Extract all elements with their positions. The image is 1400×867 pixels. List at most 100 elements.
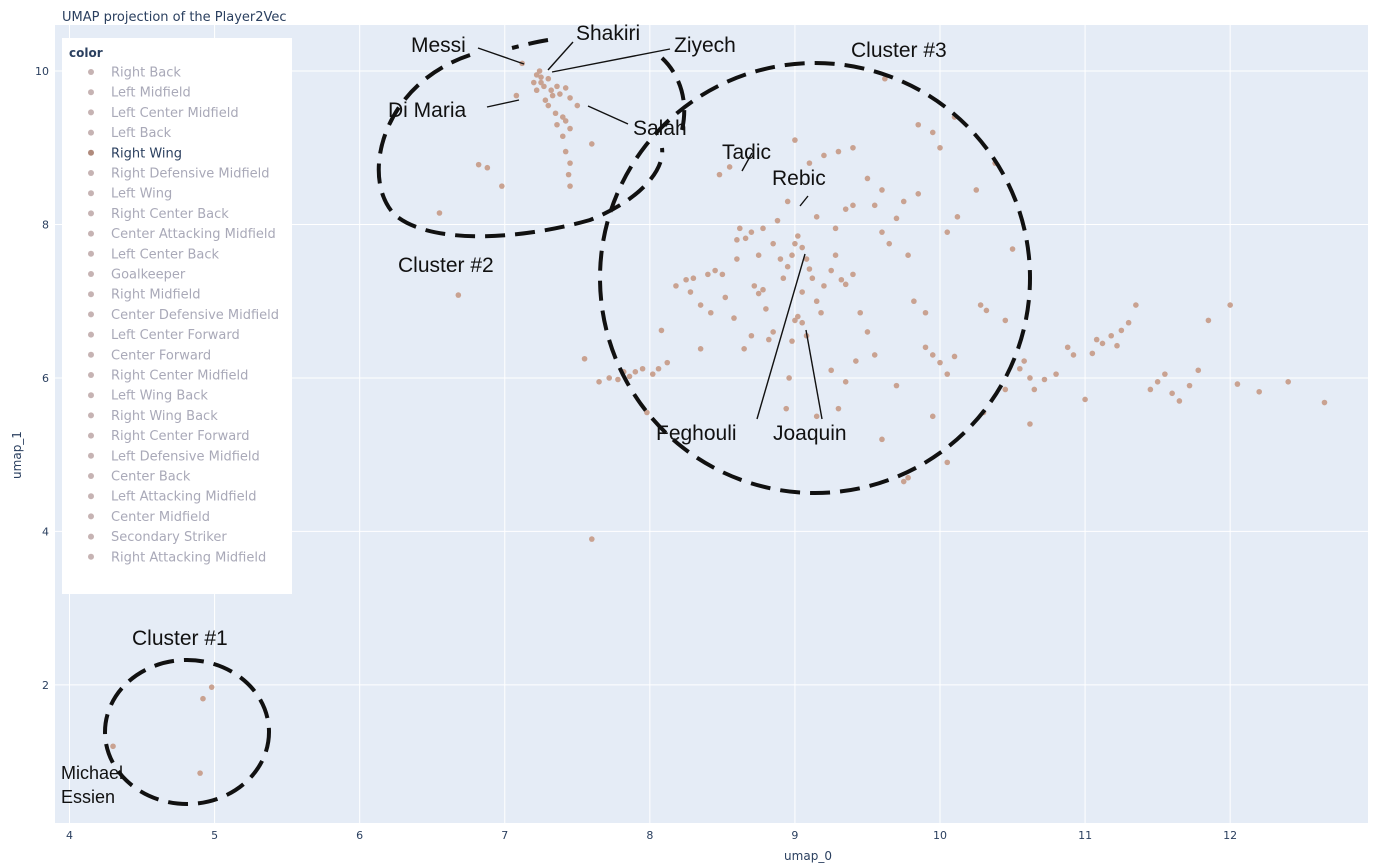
scatter-point[interactable] <box>1154 378 1161 385</box>
scatter-point[interactable] <box>1053 371 1059 377</box>
scatter-point[interactable] <box>538 74 544 80</box>
scatter-point[interactable] <box>1118 327 1125 334</box>
scatter-point[interactable] <box>559 114 566 120</box>
legend-item[interactable]: Right Attacking Midfield <box>88 550 266 565</box>
scatter-point[interactable] <box>944 459 951 466</box>
scatter-point[interactable] <box>726 164 733 170</box>
scatter-point[interactable] <box>197 770 203 776</box>
scatter-point[interactable] <box>545 75 552 82</box>
scatter-point[interactable] <box>799 319 805 326</box>
scatter-point[interactable] <box>626 373 633 380</box>
scatter-point[interactable] <box>697 302 704 308</box>
scatter-point[interactable] <box>879 229 885 235</box>
scatter-point[interactable] <box>1125 319 1132 326</box>
scatter-point[interactable] <box>562 85 569 91</box>
scatter-point[interactable] <box>548 87 554 94</box>
scatter-point[interactable] <box>664 359 671 366</box>
scatter-point[interactable] <box>879 187 885 193</box>
scatter-point[interactable] <box>581 355 588 362</box>
legend-item[interactable]: Secondary Striker <box>88 530 227 545</box>
scatter-point[interactable] <box>1002 317 1009 324</box>
scatter-point[interactable] <box>615 376 621 383</box>
scatter-point[interactable] <box>596 378 602 385</box>
scatter-point[interactable] <box>542 97 549 103</box>
scatter-point[interactable] <box>552 110 559 117</box>
scatter-point[interactable] <box>973 187 980 193</box>
scatter-point[interactable] <box>567 183 573 189</box>
scatter-point[interactable] <box>803 256 810 262</box>
scatter-point[interactable] <box>436 210 443 216</box>
scatter-point[interactable] <box>760 225 766 232</box>
scatter-point[interactable] <box>208 684 215 690</box>
scatter-point[interactable] <box>567 125 573 132</box>
legend-item[interactable]: Left Defensive Midfield <box>88 449 260 464</box>
scatter-point[interactable] <box>1064 344 1071 351</box>
scatter-point[interactable] <box>828 367 834 374</box>
scatter-point[interactable] <box>832 225 839 232</box>
scatter-point[interactable] <box>673 283 679 289</box>
scatter-point[interactable] <box>589 141 595 147</box>
scatter-point[interactable] <box>944 371 951 377</box>
scatter-point[interactable] <box>799 244 805 251</box>
scatter-point[interactable] <box>1009 246 1016 252</box>
scatter-point[interactable] <box>574 102 581 109</box>
scatter-point[interactable] <box>1082 396 1088 403</box>
scatter-point[interactable] <box>562 148 569 155</box>
scatter-point[interactable] <box>1099 340 1106 347</box>
scatter-point[interactable] <box>1162 371 1168 377</box>
scatter-point[interactable] <box>770 240 776 247</box>
scatter-point[interactable] <box>835 405 842 412</box>
scatter-point[interactable] <box>705 271 711 278</box>
scatter-point[interactable] <box>842 378 849 385</box>
scatter-point[interactable] <box>554 83 560 90</box>
scatter-point[interactable] <box>1234 381 1241 387</box>
scatter-point[interactable] <box>835 148 842 155</box>
scatter-point[interactable] <box>567 95 573 101</box>
scatter-point[interactable] <box>513 92 520 99</box>
scatter-point[interactable] <box>1017 365 1023 372</box>
scatter-point[interactable] <box>842 206 849 212</box>
scatter-point[interactable] <box>567 160 573 166</box>
legend-item[interactable]: Right Midfield <box>88 288 201 303</box>
scatter-point[interactable] <box>864 175 871 182</box>
scatter-point[interactable] <box>813 413 820 420</box>
scatter-point[interactable] <box>736 225 743 232</box>
scatter-point[interactable] <box>809 275 816 282</box>
legend-item[interactable]: Right Back <box>88 66 181 81</box>
scatter-point[interactable] <box>734 237 740 243</box>
scatter-point[interactable] <box>658 327 665 334</box>
scatter-point[interactable] <box>742 235 749 242</box>
scatter-point[interactable] <box>900 478 907 485</box>
scatter-point[interactable] <box>786 375 792 381</box>
scatter-point[interactable] <box>905 474 911 481</box>
scatter-point[interactable] <box>929 413 936 420</box>
scatter-point[interactable] <box>562 118 569 124</box>
scatter-point[interactable] <box>850 271 856 278</box>
scatter-point[interactable] <box>789 338 795 344</box>
scatter-point[interactable] <box>639 365 646 372</box>
scatter-point[interactable] <box>455 292 462 298</box>
scatter-point[interactable] <box>533 72 540 78</box>
scatter-point[interactable] <box>716 171 723 178</box>
scatter-point[interactable] <box>748 229 755 235</box>
scatter-point[interactable] <box>937 144 943 151</box>
scatter-point[interactable] <box>1205 317 1212 324</box>
scatter-point[interactable] <box>697 346 704 352</box>
scatter-point[interactable] <box>748 332 755 339</box>
scatter-point[interactable] <box>1108 332 1115 339</box>
legend-item[interactable]: Center Forward <box>88 348 211 363</box>
scatter-point[interactable] <box>632 369 639 375</box>
scatter-point[interactable] <box>886 240 893 247</box>
scatter-point[interactable] <box>850 144 856 151</box>
scatter-point[interactable] <box>538 79 544 86</box>
scatter-point[interactable] <box>774 217 781 224</box>
scatter-point[interactable] <box>755 252 762 258</box>
legend-item[interactable]: Right Center Forward <box>88 429 250 444</box>
scatter-point[interactable] <box>922 344 929 351</box>
scatter-point[interactable] <box>879 436 885 443</box>
scatter-point[interactable] <box>893 215 900 222</box>
scatter-point[interactable] <box>1027 375 1033 381</box>
scatter-point[interactable] <box>813 298 820 305</box>
scatter-point[interactable] <box>821 152 827 159</box>
scatter-point[interactable] <box>1021 358 1027 364</box>
